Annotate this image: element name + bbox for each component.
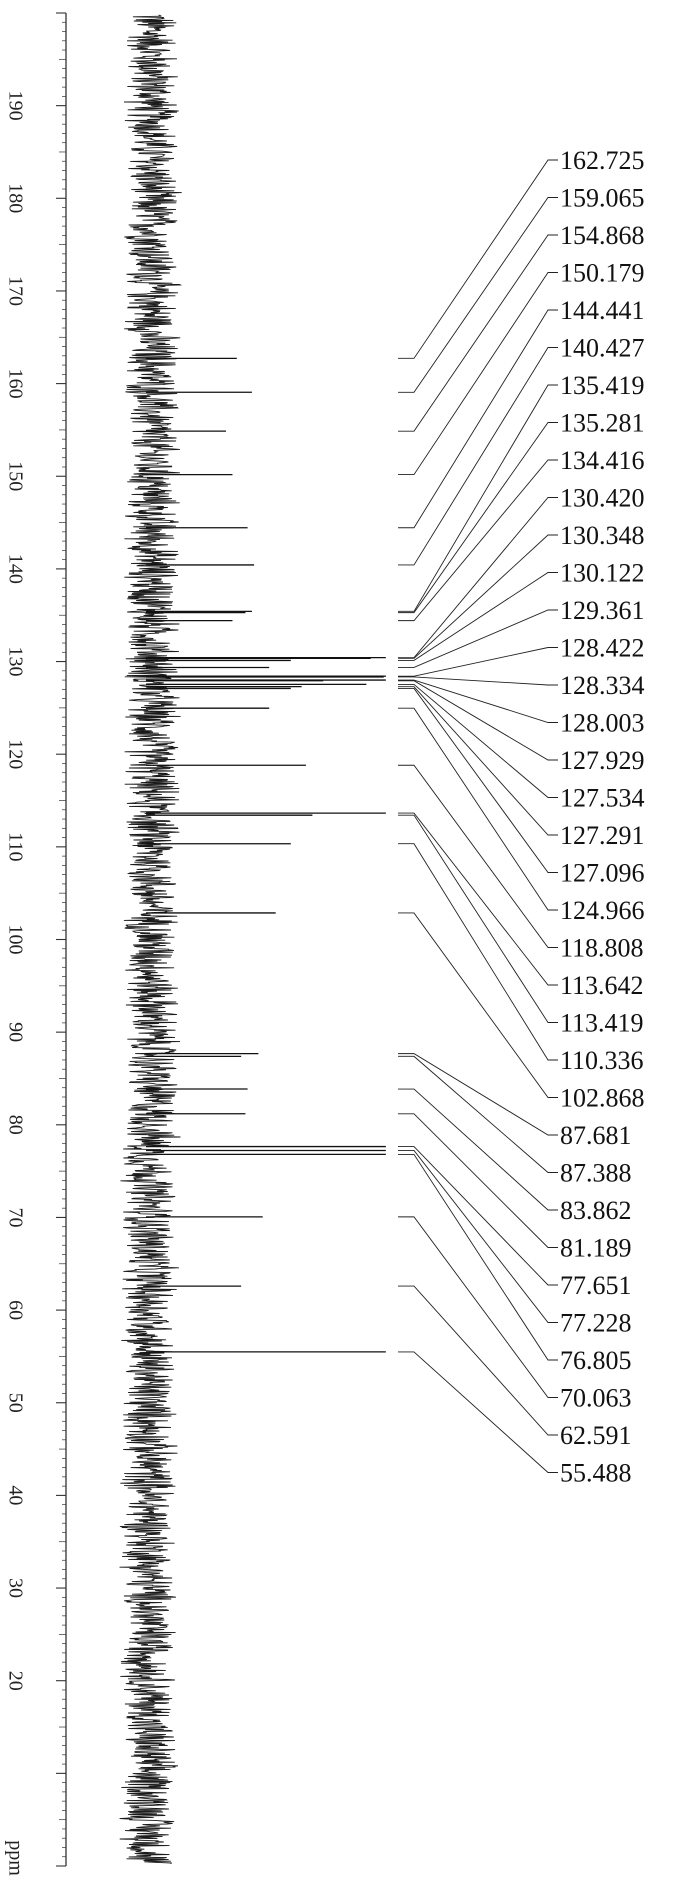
peak-callout-line: [398, 679, 558, 723]
tick-label: 30: [4, 1578, 26, 1598]
tick-label: 120: [4, 739, 26, 769]
peak-label: 130.348: [560, 521, 645, 550]
peak-callout-line: [398, 1146, 558, 1286]
peak-callout-line: [398, 609, 558, 668]
peak-label: 129.361: [560, 596, 645, 625]
tick-label: 190: [4, 91, 26, 121]
ppm-axis: 190 180 170 160 150 140 130 120 110 100 90 80 70 60 50…: [4, 12, 67, 1867]
peak-label: 150.179: [560, 259, 645, 288]
peak-callout-line: [398, 1113, 558, 1248]
peak-label: 70.063: [560, 1384, 632, 1413]
peak-label: 134.416: [560, 446, 645, 475]
peak-label: 77.228: [560, 1309, 632, 1338]
peak-callout-line: [398, 159, 558, 359]
peak-label: 135.419: [560, 371, 645, 400]
tick-label: 100: [4, 925, 26, 955]
peak-label: 55.488: [560, 1459, 632, 1488]
peak-callout-line: [398, 384, 558, 612]
peak-callout-line: [398, 912, 558, 1098]
peak-label: 127.534: [560, 784, 645, 813]
peak-callout-line: [398, 234, 558, 432]
peak-label: 81.189: [560, 1234, 632, 1263]
peak-label: 127.096: [560, 859, 645, 888]
tick-label: 40: [4, 1485, 26, 1505]
peak-callout-line: [398, 422, 558, 614]
peak-label: 154.868: [560, 221, 645, 250]
peak-label: 77.651: [560, 1271, 632, 1300]
peak-callout-line: [398, 197, 558, 393]
peak-label: 62.591: [560, 1421, 632, 1450]
peak-label: 87.388: [560, 1159, 632, 1188]
peak-label: 113.419: [560, 1009, 644, 1038]
peak-callout-line: [398, 688, 558, 873]
peak-label: 159.065: [560, 184, 645, 213]
peak-callout-line: [398, 534, 558, 659]
peak-callout-line: [398, 1053, 558, 1136]
tick-label: 140: [4, 554, 26, 584]
tick-label: 160: [4, 369, 26, 399]
peak-label: 144.441: [560, 296, 645, 325]
peak-label: 83.862: [560, 1196, 632, 1225]
peak-label: 128.003: [560, 709, 645, 738]
peak-callout-line: [398, 1285, 558, 1436]
peak-callouts: 162.725 159.065 154.868 150.179 144.441 140.4…: [398, 146, 645, 1488]
peak-label: 127.291: [560, 821, 645, 850]
peak-callout-line: [398, 1351, 558, 1473]
peak-callout-line: [398, 647, 558, 677]
peak-label: 76.805: [560, 1346, 632, 1375]
tick-label: 130: [4, 647, 26, 677]
tick-label: 170: [4, 276, 26, 306]
peak-label: 135.281: [560, 409, 645, 438]
peak-callout-line: [398, 572, 558, 661]
tick-label: 70: [4, 1207, 26, 1227]
tick-label: 20: [4, 1671, 26, 1691]
peak-callout-line: [398, 686, 558, 836]
peak-callout-line: [398, 272, 558, 476]
peak-callout-line: [398, 814, 558, 1023]
peak-callout-line: [398, 676, 558, 686]
peak-label: 130.420: [560, 484, 645, 513]
peak-callout-line: [398, 497, 558, 659]
peak-label: 130.122: [560, 559, 645, 588]
tick-label: 90: [4, 1022, 26, 1042]
peak-callout-line: [398, 707, 558, 911]
peak-callout-line: [398, 764, 558, 948]
peak-label: 110.336: [560, 1046, 644, 1075]
peak-callout-line: [398, 1216, 558, 1398]
tick-label: 60: [4, 1300, 26, 1320]
peak-callout-line: [398, 812, 558, 986]
tick-label: 80: [4, 1115, 26, 1135]
tick-label: 180: [4, 183, 26, 213]
peak-label: 162.725: [560, 146, 645, 175]
peak-label: 128.422: [560, 634, 645, 663]
x-axis-label: ppm: [4, 1840, 26, 1876]
peak-callout-line: [398, 1055, 558, 1173]
peak-callout-line: [398, 459, 558, 622]
peak-callout-line: [398, 680, 558, 761]
peak-label: 140.427: [560, 334, 645, 363]
peak-callout-line: [398, 347, 558, 566]
peak-callout-line: [398, 309, 558, 529]
peak-label: 128.334: [560, 671, 645, 700]
peak-label: 113.642: [560, 971, 644, 1000]
peak-label: 124.966: [560, 896, 645, 925]
peak-callout-line: [398, 683, 558, 798]
tick-label: 150: [4, 461, 26, 491]
peak-callout-line: [398, 843, 558, 1061]
peaks: [146, 357, 386, 1353]
baseline-noise: [119, 14, 183, 1865]
noise-trace: [119, 14, 183, 1865]
peak-callout-line: [398, 1153, 558, 1361]
tick-label: 50: [4, 1393, 26, 1413]
peak-label: 118.808: [560, 934, 644, 963]
peak-label: 127.929: [560, 746, 645, 775]
tick-label: 110: [4, 832, 26, 861]
peak-label: 87.681: [560, 1121, 632, 1150]
peak-callout-line: [398, 1150, 558, 1323]
peak-callout-line: [398, 1088, 558, 1211]
peak-label: 102.868: [560, 1084, 645, 1113]
